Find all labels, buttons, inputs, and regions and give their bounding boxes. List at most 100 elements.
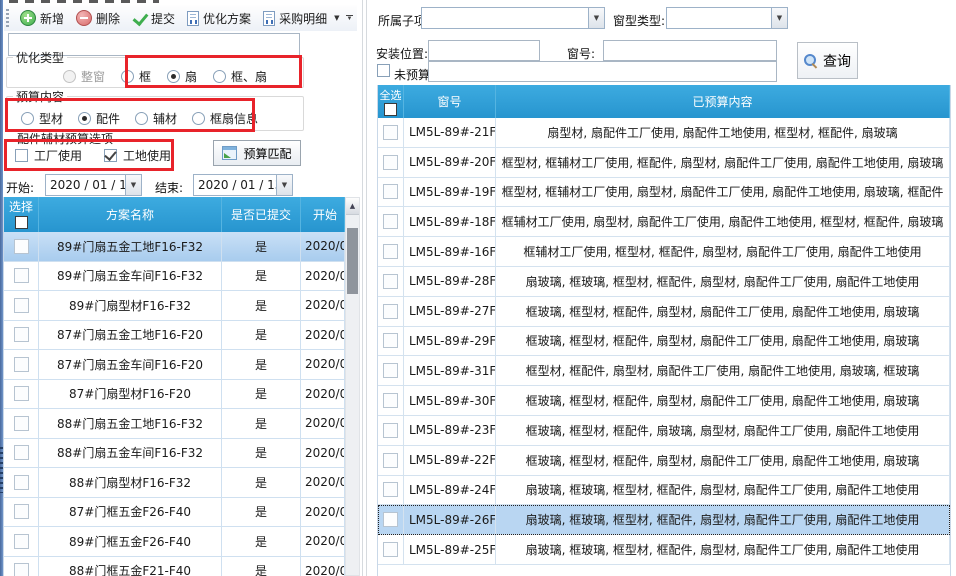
date-end-picker[interactable]: 2020 / 01 / 13 ▼: [193, 174, 293, 196]
window-type-combobox[interactable]: ▼: [666, 7, 788, 29]
budget-content-radio-辅材[interactable]: 辅材: [135, 110, 177, 127]
chevron-down-icon[interactable]: ▼: [588, 8, 604, 28]
plan-table-row[interactable]: 87#门扇型材F16-F20 是 2020/0: [4, 379, 345, 409]
window-table-row[interactable]: LM5L-89#-31F29 框型材, 框配件, 扇型材, 扇配件工厂使用, 扇…: [378, 356, 950, 387]
plan-table-row[interactable]: 89#门扇五金车间F16-F32 是 2020/0: [4, 261, 345, 291]
window-table-row[interactable]: LM5L-89#-27F25 框玻璃, 框型材, 框配件, 扇型材, 扇配件工厂…: [378, 296, 950, 327]
toolbar-overflow-button[interactable]: ▼: [343, 9, 356, 28]
checkbox-icon[interactable]: [104, 149, 118, 162]
row-checkbox[interactable]: [383, 542, 398, 558]
plan-table-row[interactable]: 87#门扇五金工地F16-F20 是 2020/0: [4, 320, 345, 350]
radio-icon[interactable]: [78, 111, 92, 125]
row-checkbox[interactable]: [13, 415, 29, 431]
radio-icon[interactable]: [63, 69, 76, 83]
budget-match-button[interactable]: 预算匹配: [213, 140, 301, 166]
row-checkbox[interactable]: [13, 327, 29, 343]
row-checkbox[interactable]: [383, 214, 398, 230]
chevron-down-icon[interactable]: ▼: [276, 175, 292, 195]
plan-name-column-header[interactable]: 方案名称: [39, 197, 222, 232]
no-budget-checkbox[interactable]: [377, 64, 390, 77]
radio-icon[interactable]: [135, 111, 149, 125]
window-table-row[interactable]: LM5L-89#-21F19 扇型材, 扇配件工厂使用, 扇配件工地使用, 框型…: [378, 118, 950, 148]
select-all-checkbox[interactable]: [384, 103, 397, 116]
usage-checkbox-工厂使用[interactable]: 工厂使用: [15, 147, 82, 164]
row-checkbox[interactable]: [13, 504, 29, 520]
radio-icon[interactable]: [167, 69, 181, 83]
row-checkbox[interactable]: [383, 512, 398, 528]
optimize-type-radio-扇[interactable]: 扇: [167, 68, 197, 85]
panel-splitter[interactable]: [360, 0, 376, 576]
row-checkbox[interactable]: [383, 363, 398, 379]
sub-item-combobox[interactable]: ▼: [421, 7, 605, 29]
row-checkbox[interactable]: [383, 422, 398, 438]
window-table-row[interactable]: LM5L-89#-20F18 框型材, 框辅材工厂使用, 框配件, 扇型材, 扇…: [378, 147, 950, 178]
row-checkbox[interactable]: [383, 244, 398, 260]
window-table-row[interactable]: LM5L-89#-25F23 扇玻璃, 框玻璃, 框型材, 框配件, 扇型材, …: [378, 535, 950, 565]
budget-content-radio-型材[interactable]: 型材: [21, 110, 63, 127]
plan-table-row[interactable]: 89#门扇五金工地F16-F32 是 2020/0: [4, 232, 345, 262]
row-checkbox[interactable]: [13, 445, 29, 461]
row-checkbox[interactable]: [383, 154, 398, 170]
plan-table-row[interactable]: 89#门框五金F26-F40 是 2020/0: [4, 527, 345, 557]
window-table-row[interactable]: LM5L-89#-28F26 扇玻璃, 框玻璃, 框型材, 框配件, 扇型材, …: [378, 266, 950, 297]
window-no-column-header[interactable]: 窗号: [404, 85, 496, 118]
window-no-input[interactable]: [603, 40, 777, 61]
row-checkbox[interactable]: [13, 356, 29, 372]
plan-table-row[interactable]: 88#门扇型材F16-F32 是 2020/0: [4, 468, 345, 498]
row-checkbox[interactable]: [383, 482, 398, 498]
window-table-row[interactable]: LM5L-89#-24F22 扇玻璃, 框玻璃, 框型材, 框配件, 扇型材, …: [378, 475, 950, 506]
row-checkbox[interactable]: [383, 333, 398, 349]
plan-table-row[interactable]: 87#门框五金F26-F40 是 2020/0: [4, 497, 345, 527]
date-start-picker[interactable]: 2020 / 01 / 1 ▼: [45, 174, 142, 196]
window-table-row[interactable]: LM5L-89#-30F28 框玻璃, 框型材, 框配件, 扇型材, 扇配件工厂…: [378, 386, 950, 416]
optimize-type-radio-框、扇[interactable]: 框、扇: [213, 68, 267, 85]
window-table-row[interactable]: LM5L-89#-29F27 框玻璃, 框型材, 框配件, 扇型材, 扇配件工厂…: [378, 326, 950, 357]
row-checkbox[interactable]: [13, 474, 29, 490]
chevron-down-icon[interactable]: ▼: [125, 175, 141, 195]
no-budget-input[interactable]: [428, 61, 777, 82]
query-button[interactable]: 查询: [797, 42, 858, 79]
window-table-row[interactable]: LM5L-89#-26F24 扇玻璃, 框玻璃, 框型材, 框配件, 扇型材, …: [378, 505, 950, 536]
plan-table-row[interactable]: 88#门框五金F21-F40 是 2020/0: [4, 556, 345, 576]
row-checkbox[interactable]: [13, 563, 29, 576]
row-checkbox[interactable]: [383, 393, 398, 409]
window-table-row[interactable]: LM5L-89#-23F21 框玻璃, 框型材, 框配件, 扇玻璃, 扇型材, …: [378, 415, 950, 446]
row-checkbox[interactable]: [13, 238, 29, 254]
row-checkbox[interactable]: [13, 268, 29, 284]
toolbar-button-add[interactable]: 新增: [14, 8, 70, 29]
budget-content-radio-配件[interactable]: 配件: [78, 110, 120, 127]
row-checkbox[interactable]: [13, 297, 29, 313]
optimize-type-radio-框[interactable]: 框: [121, 68, 151, 85]
radio-icon[interactable]: [192, 111, 206, 125]
select-all-checkbox[interactable]: [14, 216, 28, 229]
plan-table-row[interactable]: 89#门扇型材F16-F32 是 2020/0: [4, 291, 345, 321]
toolbar-button-purchase-detail[interactable]: 采购明细 ▼: [257, 8, 345, 29]
row-checkbox[interactable]: [13, 533, 29, 549]
plan-table-row[interactable]: 88#门扇五金工地F16-F32 是 2020/0: [4, 409, 345, 439]
row-checkbox[interactable]: [383, 303, 398, 319]
toolbar-button-delete[interactable]: 删除: [70, 8, 126, 29]
radio-icon[interactable]: [213, 69, 227, 83]
toolbar-button-submit[interactable]: 提交: [126, 8, 181, 29]
start-column-header[interactable]: 开始: [301, 197, 345, 232]
scroll-up-arrow-icon[interactable]: ▲: [346, 198, 359, 215]
chevron-down-icon[interactable]: ▼: [334, 14, 340, 22]
window-table-row[interactable]: LM5L-89#-16F15 框辅材工厂使用, 框型材, 框配件, 扇型材, 扇…: [378, 237, 950, 267]
row-checkbox[interactable]: [383, 273, 398, 289]
radio-icon[interactable]: [21, 111, 34, 125]
usage-checkbox-工地使用[interactable]: 工地使用: [104, 147, 171, 164]
toolbar-button-optimize-plan[interactable]: 优化方案: [181, 8, 257, 29]
plan-table-row[interactable]: 87#门扇五金车间F16-F20 是 2020/0: [4, 350, 345, 380]
row-checkbox[interactable]: [13, 386, 29, 402]
row-checkbox[interactable]: [383, 124, 398, 140]
install-position-input[interactable]: [428, 40, 540, 61]
submitted-column-header[interactable]: 是否已提交: [222, 197, 301, 232]
toolbar-grip[interactable]: [6, 9, 9, 27]
chevron-down-icon[interactable]: ▼: [771, 8, 787, 28]
window-table-row[interactable]: LM5L-89#-18F16 框辅材工厂使用, 扇型材, 扇配件工厂使用, 扇配…: [378, 207, 950, 238]
optimize-type-radio-整窗[interactable]: 整窗: [63, 68, 105, 85]
radio-icon[interactable]: [121, 69, 135, 83]
left-splitter-grip[interactable]: [0, 447, 3, 493]
window-table-row[interactable]: LM5L-89#-22F20 框玻璃, 框型材, 框配件, 扇型材, 扇配件工厂…: [378, 445, 950, 476]
checkbox-icon[interactable]: [15, 149, 28, 162]
